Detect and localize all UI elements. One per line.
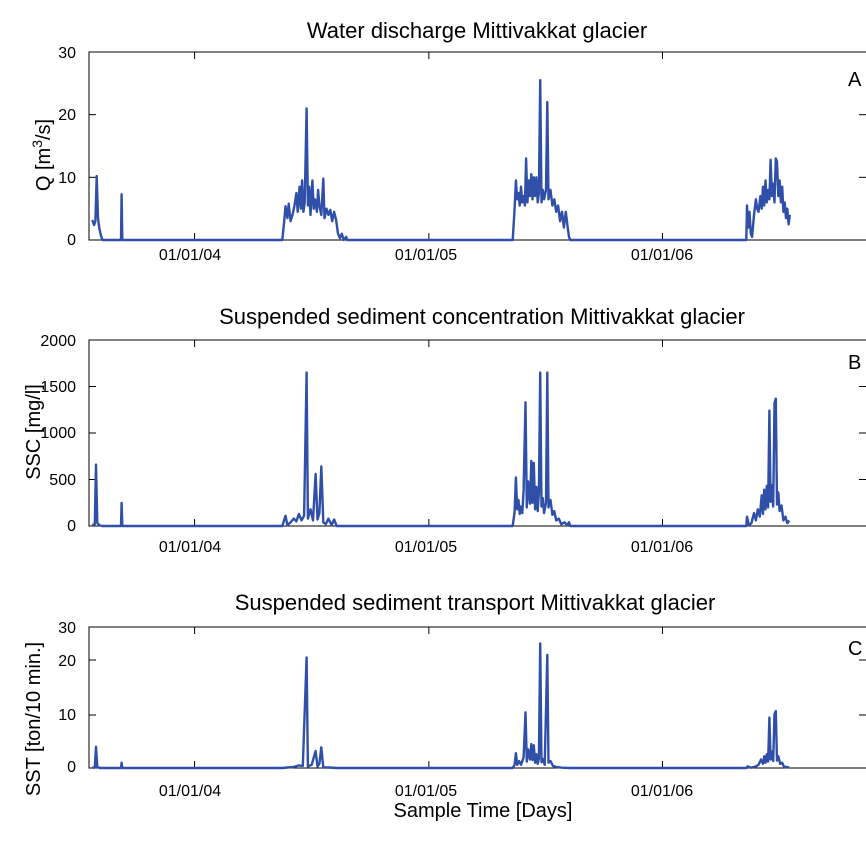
panel-label: C: [848, 638, 862, 660]
x-axis-label: Sample Time [Days]: [394, 800, 573, 822]
y-tick-label: 1500: [40, 379, 76, 396]
x-tick-label: 01/01/06: [631, 783, 693, 800]
y-tick-label: 30: [58, 45, 76, 62]
x-tick-label: 01/01/05: [395, 247, 457, 264]
y-tick-label: 0: [67, 518, 76, 535]
y-axis-label: SSC [mg/l]: [23, 384, 45, 480]
y-tick-label: 1000: [40, 425, 76, 442]
panel-label: B: [848, 352, 861, 374]
y-tick-label: 30: [58, 620, 76, 637]
data-series-line: [91, 79, 791, 242]
chart-title: Suspended sediment transport Mittivakkat…: [235, 590, 716, 615]
y-tick-label: 20: [58, 107, 76, 124]
y-tick-label: 10: [58, 170, 76, 187]
y-axis-label-superscript: 3: [29, 140, 45, 148]
y-tick-label: 500: [49, 472, 76, 489]
y-tick-label: 10: [58, 707, 76, 724]
panel-concentration: Suspended sediment concentration Mittiva…: [23, 304, 866, 556]
y-tick-label: 0: [67, 759, 76, 776]
axes-frame: [88, 339, 866, 527]
y-tick-label: 20: [58, 653, 76, 670]
x-tick-label: 01/01/05: [395, 539, 457, 556]
panel-label: A: [848, 69, 862, 91]
data-series-line: [91, 371, 791, 528]
y-axis-label-part: /s]: [33, 119, 55, 140]
x-tick-label: 01/01/04: [159, 783, 221, 800]
x-tick-label: 01/01/04: [159, 247, 221, 264]
x-tick-label: 01/01/05: [395, 783, 457, 800]
y-tick-label: 0: [67, 232, 76, 249]
panel-discharge: Water discharge Mittivakkat glacier Q [m…: [29, 18, 866, 264]
data-series-line: [92, 642, 790, 770]
chart-title: Suspended sediment concentration Mittiva…: [219, 304, 745, 329]
y-axis-label-part: Q [m: [33, 148, 55, 191]
axes-frame: [88, 626, 866, 769]
panel-transport: Suspended sediment transport Mittivakkat…: [23, 590, 866, 822]
x-tick-label: 01/01/06: [631, 539, 693, 556]
y-axis-label: Q [m3/s]: [29, 119, 55, 191]
x-tick-label: 01/01/06: [631, 247, 693, 264]
y-tick-label: 2000: [40, 333, 76, 350]
x-tick-label: 01/01/04: [159, 539, 221, 556]
chart-title: Water discharge Mittivakkat glacier: [307, 18, 647, 43]
y-axis-label: SST [ton/10 min.]: [23, 642, 45, 796]
